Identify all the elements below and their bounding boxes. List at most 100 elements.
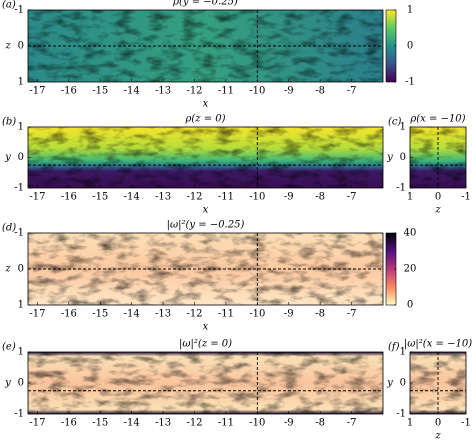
y-tick-label: 0 xyxy=(18,41,24,52)
y-tick-label: 0 xyxy=(18,378,24,389)
x-tick-label: 0 xyxy=(435,418,441,429)
y-axis-label: y xyxy=(4,378,11,389)
x-tick-label: -17 xyxy=(29,86,45,97)
x-axis-label: x xyxy=(203,205,209,216)
y-axis-label: y xyxy=(386,152,393,163)
panel-title: ρ(z = 0) xyxy=(184,114,225,125)
y-tick-label: 1 xyxy=(18,300,24,311)
colorbar-tick-label: 0 xyxy=(407,300,413,311)
x-tick-label: -11 xyxy=(218,86,234,97)
y-tick-label: 1 xyxy=(400,122,406,133)
x-tick-label: -8 xyxy=(315,86,325,97)
y-tick-label: 1 xyxy=(18,347,24,358)
y-tick-label: 0 xyxy=(400,378,406,389)
panel-label: (c) xyxy=(388,117,402,128)
x-axis-label: z xyxy=(434,431,441,441)
x-tick-label: -14 xyxy=(124,418,140,429)
x-tick-label: -15 xyxy=(92,86,108,97)
panel-title: |ω|²(z = 0) xyxy=(179,339,232,350)
x-axis-label: x xyxy=(203,99,209,110)
colorbar-tick-label: 40 xyxy=(404,228,417,239)
x-tick-label: -10 xyxy=(249,309,265,320)
x-tick-label: 0 xyxy=(435,192,441,203)
x-tick-label: 1 xyxy=(407,418,413,429)
y-tick-label: -1 xyxy=(14,228,24,239)
x-tick-label: -11 xyxy=(218,309,234,320)
panel-label: (f) xyxy=(388,342,400,353)
y-tick-label: 1 xyxy=(18,122,24,133)
y-tick-label: 1 xyxy=(400,347,406,358)
x-tick-label: -17 xyxy=(29,192,45,203)
panel-title: ρ(y = −0.25) xyxy=(172,0,238,8)
panel-label: (d) xyxy=(2,223,16,234)
y-tick-label: 0 xyxy=(400,152,406,163)
x-tick-label: -9 xyxy=(284,192,294,203)
x-tick-label: -14 xyxy=(124,192,140,203)
x-tick-label: -15 xyxy=(92,192,108,203)
x-tick-label: -7 xyxy=(347,418,357,429)
x-tick-label: -11 xyxy=(218,192,234,203)
x-tick-label: -9 xyxy=(284,418,294,429)
y-tick-label: -1 xyxy=(396,183,406,194)
y-axis-label: z xyxy=(4,264,11,275)
x-tick-label: -12 xyxy=(186,418,202,429)
x-tick-label: -12 xyxy=(186,192,202,203)
x-tick-label: -7 xyxy=(347,86,357,97)
colorbar-tick-label: 1 xyxy=(407,5,413,16)
x-tick-label: -14 xyxy=(124,309,140,320)
panel-label: (b) xyxy=(2,117,16,128)
x-axis-label: x xyxy=(203,322,209,333)
x-tick-label: -1 xyxy=(461,192,471,203)
x-tick-label: -16 xyxy=(61,192,77,203)
heatmap-texture xyxy=(28,352,383,414)
x-tick-label: -13 xyxy=(155,86,171,97)
x-tick-label: -17 xyxy=(29,309,45,320)
x-tick-label: 1 xyxy=(407,192,413,203)
y-axis-label: y xyxy=(4,152,11,163)
x-tick-label: -15 xyxy=(92,418,108,429)
x-tick-label: -10 xyxy=(249,86,265,97)
x-tick-label: -9 xyxy=(284,309,294,320)
x-tick-label: -16 xyxy=(61,309,77,320)
panel-label: (a) xyxy=(2,0,16,11)
panel-title: |ω|²(x = −10) xyxy=(404,339,472,350)
panel-title: ρ(x = −10) xyxy=(409,114,465,125)
y-tick-label: 1 xyxy=(18,77,24,88)
y-axis-label: z xyxy=(4,41,11,52)
x-tick-label: -8 xyxy=(315,309,325,320)
x-tick-label: -12 xyxy=(186,309,202,320)
x-tick-label: -9 xyxy=(284,86,294,97)
x-tick-label: -14 xyxy=(124,86,140,97)
x-tick-label: -10 xyxy=(249,192,265,203)
x-tick-label: -7 xyxy=(347,309,357,320)
colorbar-tick-label: 20 xyxy=(404,264,417,275)
x-tick-label: -8 xyxy=(315,418,325,429)
x-tick-label: -13 xyxy=(155,309,171,320)
y-tick-label: -1 xyxy=(396,409,406,420)
y-axis-label: y xyxy=(386,378,393,389)
heatmap-texture xyxy=(28,127,383,188)
panel-title: |ω|²(y = −0.25) xyxy=(167,220,245,231)
y-tick-label: 0 xyxy=(18,264,24,275)
x-tick-label: -11 xyxy=(218,418,234,429)
colorbar-tick-label: -1 xyxy=(405,77,415,88)
x-tick-label: -13 xyxy=(155,192,171,203)
x-tick-label: -15 xyxy=(92,309,108,320)
x-tick-label: -16 xyxy=(61,86,77,97)
x-axis-label: z xyxy=(434,205,441,216)
colorbar-tick-label: 0 xyxy=(407,41,413,52)
x-tick-label: -13 xyxy=(155,418,171,429)
x-tick-label: -12 xyxy=(186,86,202,97)
panel-label: (e) xyxy=(2,342,16,353)
x-tick-label: -8 xyxy=(315,192,325,203)
y-tick-label: -1 xyxy=(14,5,24,16)
y-tick-label: -1 xyxy=(14,183,24,194)
x-tick-label: -1 xyxy=(461,418,471,429)
x-tick-label: -7 xyxy=(347,192,357,203)
y-tick-label: -1 xyxy=(14,409,24,420)
x-tick-label: -10 xyxy=(249,418,265,429)
x-tick-label: -16 xyxy=(61,418,77,429)
y-tick-label: 0 xyxy=(18,152,24,163)
x-tick-label: -17 xyxy=(29,418,45,429)
